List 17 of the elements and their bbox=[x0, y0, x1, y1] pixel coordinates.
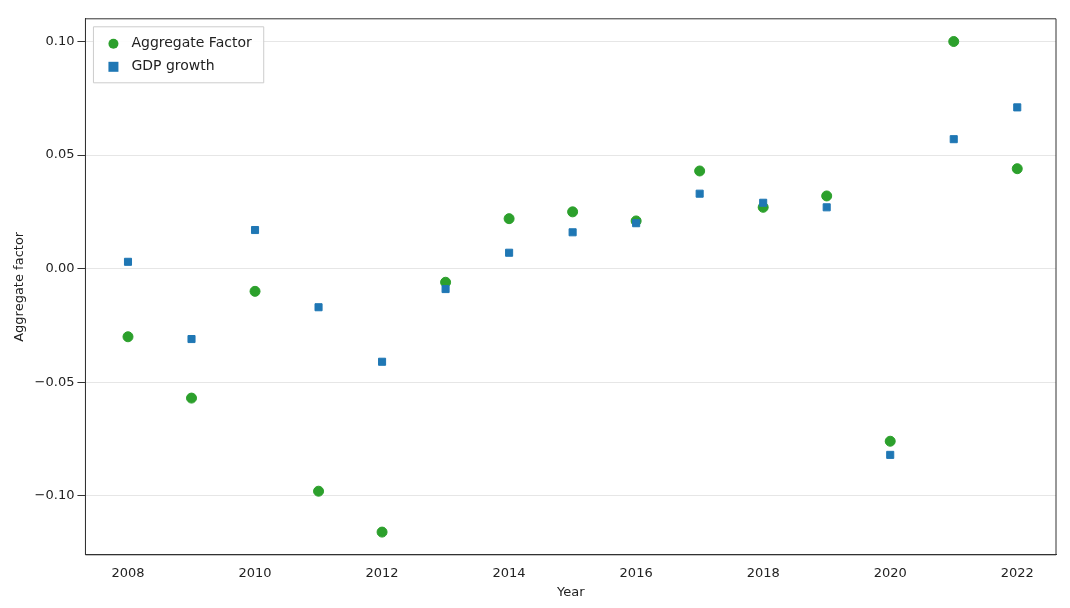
y-tick-label: −0.10 bbox=[34, 487, 75, 503]
y-tick-label: −0.05 bbox=[34, 373, 75, 389]
x-tick-label: 2018 bbox=[746, 564, 780, 580]
x-tick-label: 2014 bbox=[492, 564, 526, 580]
legend-label: GDP growth bbox=[131, 57, 215, 74]
y-tick-label: 0.10 bbox=[45, 32, 75, 48]
x-tick-label: 2012 bbox=[365, 564, 399, 580]
x-tick-label: 2020 bbox=[873, 564, 907, 580]
y-tick-label: 0.05 bbox=[45, 146, 75, 162]
y-axis-title: Aggregate factor bbox=[11, 231, 27, 342]
x-axis-title: Year bbox=[555, 583, 586, 599]
x-tick-label: 2010 bbox=[238, 564, 272, 580]
x-tick-label: 2022 bbox=[1000, 564, 1034, 580]
y-tick-label: 0.00 bbox=[45, 260, 75, 276]
legend-label: Aggregate Factor bbox=[131, 34, 252, 51]
x-tick-label: 2008 bbox=[111, 564, 145, 580]
x-tick-label: 2016 bbox=[619, 564, 653, 580]
